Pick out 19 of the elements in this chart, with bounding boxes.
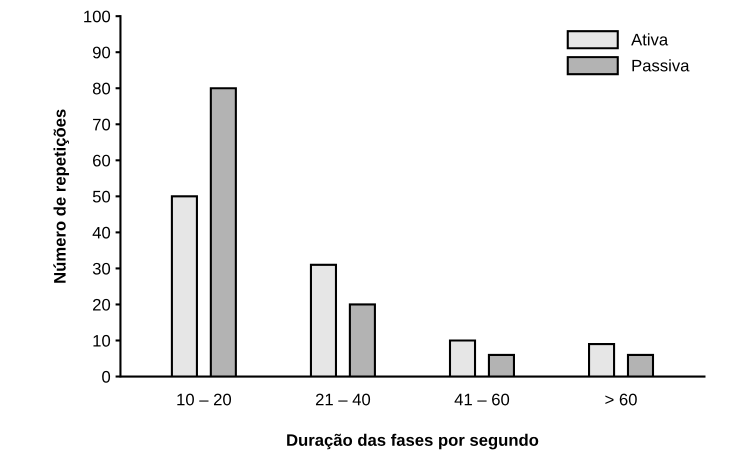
y-tick-label: 10 — [93, 334, 110, 347]
y-axis-title: Número de repetições — [53, 110, 70, 283]
y-tick-label: 0 — [102, 370, 110, 383]
y-tick-label: 60 — [93, 154, 110, 167]
y-tick-label: 40 — [92, 226, 110, 239]
y-tick-label: 50 — [92, 190, 110, 203]
y-tick-label: 30 — [92, 262, 110, 275]
y-tick-label: 90 — [92, 46, 110, 58]
y-tick-label: 100 — [84, 10, 110, 22]
x-tick-label: > 60 — [605, 394, 637, 406]
x-tick-label: 21 – 40 — [316, 394, 370, 406]
y-tick-label: 20 — [93, 298, 110, 311]
y-tick-label: 80 — [92, 82, 110, 94]
x-axis-title: Duração das fases por segundo — [287, 434, 538, 450]
x-tick-label: 41 – 60 — [454, 394, 510, 406]
legend-label: Ativa — [631, 33, 668, 46]
x-tick-label: 10 – 20 — [177, 394, 232, 406]
legend-label: Passiva — [632, 59, 690, 72]
y-tick-label: 70 — [93, 118, 110, 130]
